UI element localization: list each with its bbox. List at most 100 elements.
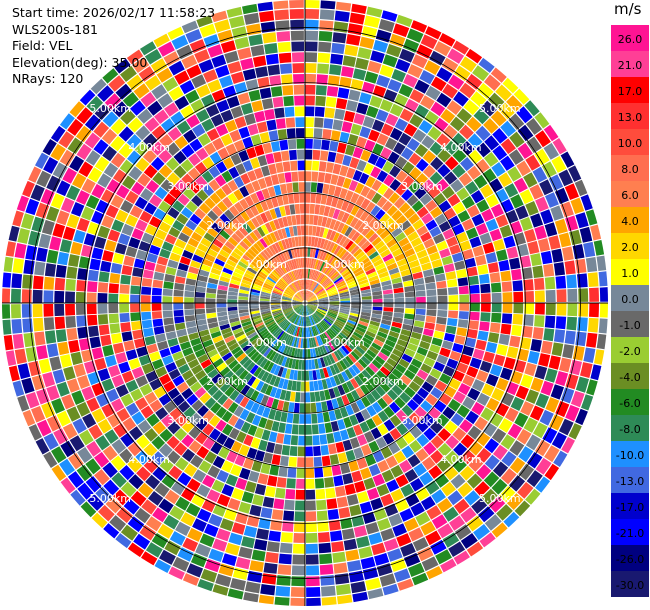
ray-gate xyxy=(176,381,189,394)
ray-gate xyxy=(234,454,246,467)
ray-gate xyxy=(426,309,437,317)
ray-gate xyxy=(317,52,331,64)
ray-gate xyxy=(127,457,143,473)
ray-gate xyxy=(223,437,235,450)
ray-gate xyxy=(342,358,351,368)
ray-gate xyxy=(276,266,284,276)
ray-gate xyxy=(194,226,206,237)
ray-gate xyxy=(172,200,185,213)
ray-gate xyxy=(251,285,261,291)
colorbar-tick-label: -17.0 xyxy=(616,501,644,514)
ray-gate xyxy=(259,87,272,99)
ray-gate xyxy=(286,182,293,194)
ray-gate xyxy=(351,231,361,242)
ray-gate xyxy=(580,362,593,378)
ray-gate xyxy=(489,322,501,333)
ray-gate xyxy=(215,419,227,432)
ray-gate xyxy=(333,245,342,255)
ray-gate xyxy=(292,300,303,303)
ray-gate xyxy=(138,241,151,252)
ray-gate xyxy=(249,334,259,343)
ray-gate xyxy=(239,198,249,210)
ray-gate xyxy=(445,325,457,335)
ray-gate xyxy=(199,23,216,38)
ray-gate xyxy=(398,358,410,369)
ray-gate xyxy=(317,307,328,312)
ray-gate xyxy=(291,52,304,63)
ray-gate xyxy=(297,292,304,301)
ray-gate xyxy=(287,380,293,391)
ray-gate xyxy=(359,282,370,288)
ray-gate xyxy=(598,271,608,287)
ray-gate xyxy=(423,238,435,249)
ray-gate xyxy=(347,319,358,326)
ray-gate xyxy=(277,400,285,411)
ray-gate xyxy=(266,278,276,286)
ray-gate xyxy=(351,470,363,483)
ray-gate xyxy=(175,179,188,193)
ray-gate xyxy=(276,575,291,586)
ray-gate xyxy=(72,173,87,189)
ray-gate xyxy=(244,272,254,280)
ray-gate xyxy=(410,331,422,340)
ray-gate xyxy=(378,271,389,279)
ray-gate xyxy=(286,287,295,295)
ray-gate xyxy=(251,378,261,389)
ray-gate xyxy=(245,182,255,195)
ray-gate xyxy=(112,101,129,118)
ray-gate xyxy=(152,318,164,327)
ray-gate xyxy=(211,205,223,217)
ray-gate xyxy=(353,447,364,459)
ray-gate xyxy=(84,132,101,149)
ray-gate xyxy=(290,435,298,446)
ray-gate xyxy=(565,404,580,422)
ray-gate xyxy=(46,385,60,401)
ray-gate xyxy=(337,452,348,464)
ray-gate xyxy=(320,575,335,586)
ray-gate xyxy=(543,124,559,142)
ray-gate xyxy=(307,303,318,306)
ray-gate xyxy=(354,480,366,493)
ray-gate xyxy=(274,314,284,321)
ray-gate xyxy=(232,567,249,580)
ray-gate xyxy=(231,487,244,501)
ray-gate xyxy=(292,63,305,74)
ray-gate xyxy=(332,119,343,131)
ray-gate xyxy=(131,320,142,331)
ray-gate xyxy=(111,374,125,388)
ray-gate xyxy=(108,293,119,303)
ray-gate xyxy=(360,384,370,395)
ray-gate xyxy=(315,287,324,295)
ray-gate xyxy=(540,250,553,265)
ray-gate xyxy=(309,381,315,392)
ray-gate xyxy=(256,356,266,366)
ray-gate xyxy=(488,496,506,513)
ray-gate xyxy=(539,179,554,196)
ray-gate xyxy=(228,255,239,264)
ray-gate xyxy=(186,563,204,578)
ray-gate xyxy=(164,489,180,505)
ray-gate xyxy=(167,387,180,400)
ray-gate xyxy=(204,523,219,537)
ray-gate xyxy=(113,489,130,506)
ray-gate xyxy=(160,179,174,193)
ray-gate xyxy=(387,373,399,384)
ray-gate xyxy=(273,219,281,230)
ray-gate xyxy=(491,522,508,538)
ray-gate xyxy=(314,358,319,369)
ray-gate xyxy=(298,327,302,337)
ray-gate xyxy=(468,275,479,286)
ray-gate xyxy=(443,171,458,185)
ray-gate xyxy=(555,316,567,330)
ray-gate xyxy=(468,441,483,456)
ray-gate xyxy=(221,183,233,196)
ray-gate xyxy=(305,279,308,290)
ray-gate xyxy=(467,473,483,489)
ray-gate xyxy=(359,126,371,139)
ray-gate xyxy=(228,313,239,320)
ray-gate xyxy=(367,271,378,279)
ray-gate xyxy=(217,493,231,507)
ray-gate xyxy=(271,294,282,298)
ray-gate xyxy=(457,210,471,223)
ray-gate xyxy=(395,183,408,196)
